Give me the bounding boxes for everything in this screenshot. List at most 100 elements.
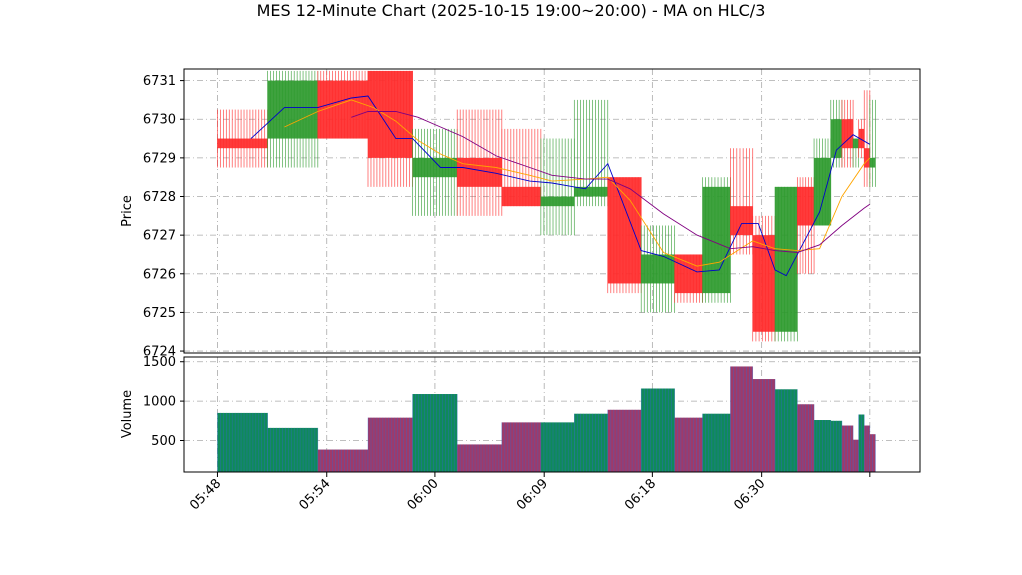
- price-tick-label: 6728: [143, 190, 176, 205]
- candle-body: [730, 206, 753, 236]
- candle-down: [674, 254, 703, 303]
- candle-body: [752, 235, 776, 332]
- volume-bar: [852, 439, 859, 472]
- volume-bar-fill: [317, 449, 368, 472]
- volume-bar-fill: [674, 417, 703, 472]
- price-tick-label: 6730: [143, 113, 176, 128]
- volume-bar: [702, 413, 731, 472]
- time-tick-label: 06:09: [514, 476, 551, 513]
- volume-bar: [752, 379, 776, 472]
- candle-down: [796, 177, 815, 274]
- volume-bar: [797, 404, 815, 472]
- volume-axis-label: Volume: [120, 390, 135, 438]
- ma-line: [250, 95, 871, 277]
- candle-up: [540, 138, 575, 236]
- volume-bar: [574, 413, 609, 472]
- volume-bar: [317, 449, 369, 472]
- candle-body: [501, 186, 541, 207]
- candle-body: [702, 186, 731, 294]
- price-bars: [217, 70, 876, 342]
- candle-body: [574, 186, 608, 197]
- candle-body: [317, 80, 368, 139]
- volume-bar-fill: [607, 409, 642, 472]
- candle-body: [841, 119, 854, 149]
- price-panel-frame: [183, 68, 921, 354]
- candle-down: [752, 215, 776, 342]
- volume-tick-label: 500: [151, 434, 176, 449]
- volume-bar-fill: [267, 427, 318, 472]
- volume-bar: [730, 366, 754, 472]
- candle-up: [640, 225, 676, 313]
- volume-bar-fill: [641, 388, 675, 472]
- volume-bar: [456, 444, 503, 472]
- candle-body: [864, 148, 870, 168]
- chart-title: MES 12-Minute Chart (2025-10-15 19:00~20…: [256, 1, 766, 20]
- candle-body: [217, 138, 268, 149]
- price-y-axis: 6724 6725 6726 6727 6728 6729 6730 6731: [143, 74, 184, 360]
- candle-up: [702, 177, 731, 303]
- volume-bar-fill: [752, 379, 776, 472]
- candle-body: [858, 128, 865, 149]
- volume-bar: [640, 388, 675, 472]
- volume-bar-fill: [412, 394, 458, 472]
- price-tick-label: 6727: [143, 229, 176, 244]
- candle-body: [674, 254, 703, 294]
- candle-down: [841, 99, 854, 168]
- candle-body: [869, 157, 876, 168]
- price-tick-label: 6724: [143, 345, 176, 360]
- price-tick-label: 6731: [143, 74, 176, 89]
- candle-down: [217, 109, 268, 168]
- volume-bar-fill: [217, 412, 268, 472]
- time-tick-label: 05:48: [187, 476, 224, 513]
- volume-bar: [267, 427, 319, 472]
- volume-panel-frame: [183, 356, 921, 473]
- volume-bar: [607, 409, 642, 472]
- candle-down: [863, 90, 871, 187]
- candle-body: [797, 186, 815, 226]
- candle-body: [830, 119, 842, 158]
- volume-bars: [217, 366, 876, 472]
- volume-bar-fill: [368, 417, 413, 472]
- candle-down: [367, 70, 413, 187]
- candle-down: [730, 148, 754, 255]
- candle-up: [573, 99, 609, 207]
- volume-tick-label: 1000: [143, 395, 176, 410]
- candle-down: [501, 128, 542, 207]
- volume-bar: [501, 422, 542, 472]
- candle-up: [267, 70, 319, 168]
- candle-up: [830, 99, 843, 168]
- volume-bar: [830, 420, 843, 472]
- candle-up: [813, 138, 832, 226]
- volume-bar-fill: [501, 422, 541, 472]
- candle-down: [317, 70, 369, 139]
- volume-bar: [674, 417, 703, 472]
- volume-bar-fill: [702, 413, 731, 472]
- candle-body: [457, 157, 502, 187]
- volume-bar-fill: [540, 422, 575, 472]
- volume-bar: [858, 414, 865, 472]
- ma-line: [284, 99, 871, 267]
- volume-bar: [863, 425, 871, 472]
- time-x-axis: 05:48 05:54 06:00 06:09 06:18 06:30: [187, 472, 871, 513]
- candle-body: [368, 70, 413, 158]
- volume-bar: [412, 394, 458, 472]
- price-tick-label: 6726: [143, 267, 176, 282]
- time-tick-label: 06:18: [622, 476, 659, 513]
- volume-bar: [869, 434, 876, 472]
- ma-line: [351, 111, 871, 253]
- volume-bar: [813, 420, 832, 472]
- price-tick-label: 6725: [143, 306, 176, 321]
- price-tick-label: 6729: [143, 151, 176, 166]
- volume-bar-fill: [457, 444, 502, 472]
- candle-up: [852, 138, 860, 168]
- volume-bar: [367, 417, 413, 472]
- candle-body: [412, 157, 458, 178]
- candle-body: [775, 186, 798, 332]
- volume-y-axis: 500 1000 1500: [143, 355, 184, 449]
- candle-up: [774, 186, 798, 342]
- time-tick-label: 06:30: [731, 476, 768, 513]
- volume-bar-fill: [574, 413, 608, 472]
- volume-bar: [841, 425, 854, 472]
- volume-bar: [540, 422, 575, 472]
